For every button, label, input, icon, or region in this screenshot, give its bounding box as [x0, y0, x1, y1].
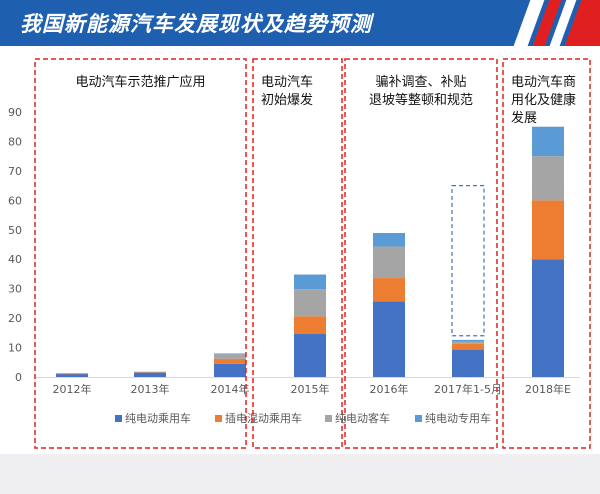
legend-swatch [115, 415, 122, 422]
x-category-label: 2015年 [291, 382, 330, 396]
phase-box [502, 58, 591, 449]
legend-swatch [325, 415, 332, 422]
phase-label: 发展 [511, 110, 537, 126]
y-tick-label: 10 [8, 342, 22, 355]
y-tick-label: 70 [8, 165, 22, 178]
bar-segment [373, 233, 405, 247]
footer-strip [0, 454, 600, 494]
bar-segment [134, 371, 166, 373]
x-category-label: 2017年1-5月 [434, 382, 502, 396]
bar-segment [214, 354, 246, 359]
bar-segment [214, 358, 246, 364]
bar-segment [214, 363, 246, 377]
bar-segment [56, 373, 88, 374]
bar-segment [532, 200, 564, 260]
bar-segment [452, 349, 484, 377]
y-tick-label: 20 [8, 312, 22, 325]
bar-segment [373, 301, 405, 377]
bar-segment [452, 341, 484, 344]
page-title: 我国新能源汽车发展现状及趋势预测 [20, 12, 372, 36]
phase-label: 初始爆发 [261, 92, 313, 108]
x-category-label: 2014年 [211, 382, 250, 396]
y-tick-label: 50 [8, 224, 22, 237]
phase-box [34, 58, 247, 449]
phase-box [344, 58, 498, 449]
bar-segment [452, 339, 484, 342]
bar-segment [294, 316, 326, 335]
bar-segment [294, 289, 326, 317]
y-tick-label: 60 [8, 194, 22, 207]
legend-swatch [415, 415, 422, 422]
x-category-label: 2016年 [370, 382, 409, 396]
legend-label: 纯电动客车 [335, 411, 390, 425]
bar-segment [532, 259, 564, 377]
bar-segment [532, 126, 564, 157]
projection-box [451, 185, 485, 337]
phase-label: 电动汽车示范推广应用 [75, 74, 205, 90]
y-tick-label: 40 [8, 253, 22, 266]
title-banner: 我国新能源汽车发展现状及趋势预测 [0, 0, 600, 46]
y-tick-label: 0 [15, 371, 22, 384]
bar-segment [373, 278, 405, 302]
x-category-label: 2013年 [131, 382, 170, 396]
bar-segment [56, 373, 88, 377]
x-category-label: 2018年E [525, 382, 571, 396]
y-tick-label: 30 [8, 283, 22, 296]
phase-label: 电动汽车 [261, 74, 313, 90]
phase-box [252, 58, 343, 449]
legend-label: 纯电动乘用车 [125, 411, 191, 425]
bar-segment [373, 246, 405, 279]
y-tick-label: 90 [8, 106, 22, 119]
phase-label: 退坡等整顿和规范 [369, 92, 473, 108]
legend-swatch [215, 415, 222, 422]
x-category-label: 2012年 [53, 382, 92, 396]
bar-segment [532, 156, 564, 201]
y-tick-label: 80 [8, 135, 22, 148]
bar-segment [452, 343, 484, 350]
phase-label: 骗补调查、补贴 [375, 75, 466, 90]
bar-segment [214, 353, 246, 355]
phase-label: 电动汽车商 [511, 74, 576, 90]
phase-label: 用化及健康 [511, 92, 576, 108]
bar-segment [134, 372, 166, 377]
bar-segment [294, 334, 326, 377]
legend-label: 纯电动专用车 [425, 411, 491, 425]
legend-label: 插电混动乘用车 [225, 411, 302, 425]
bar-segment [294, 274, 326, 290]
